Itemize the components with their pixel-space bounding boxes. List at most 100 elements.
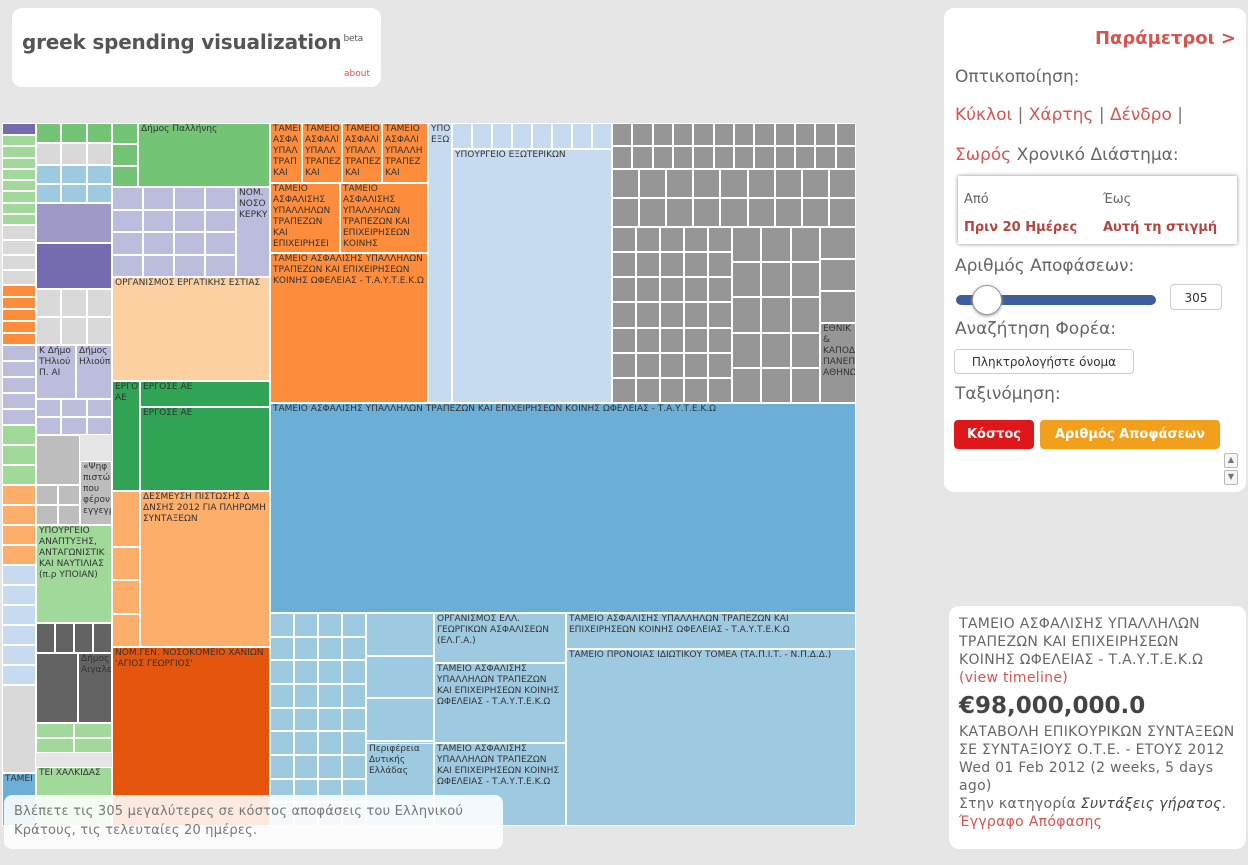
treemap-cell[interactable] (112, 144, 138, 166)
treemap-cell[interactable] (828, 198, 856, 227)
scroll-up-icon[interactable]: ▲ (1224, 453, 1238, 468)
treemap-cell[interactable] (74, 623, 93, 653)
treemap-cell[interactable] (2, 157, 36, 169)
treemap-cell[interactable]: Δήμος Αιγαλε (78, 653, 112, 723)
treemap-cell[interactable] (143, 254, 174, 277)
treemap-cell[interactable] (612, 198, 640, 227)
treemap-cell[interactable] (342, 684, 366, 708)
treemap-cell[interactable] (708, 227, 732, 253)
treemap-cell[interactable] (2, 425, 36, 445)
treemap-cell[interactable] (205, 254, 236, 277)
treemap-cell[interactable] (61, 399, 87, 417)
treemap-cell[interactable] (774, 198, 802, 227)
treemap-cell[interactable] (632, 146, 653, 169)
treemap-cell[interactable]: ΤΑΜΕΙΟ ΑΣΦΑΛΙΣΗΣ ΥΠΑΛΛΗΛΩΝ ΤΡΑΠΕΖΩΝ ΚΑΙ … (434, 663, 566, 743)
treemap-cell[interactable] (2, 191, 36, 203)
treemap-cell[interactable]: ΕΡΓΟΣΕ ΑΕ (140, 407, 270, 491)
treemap-cell[interactable] (86, 165, 112, 184)
treemap-cell[interactable] (660, 327, 684, 353)
view-timeline-link[interactable]: (view timeline) (959, 670, 1069, 686)
treemap-cell[interactable] (790, 332, 820, 368)
treemap-cell[interactable] (660, 227, 684, 253)
treemap-cell[interactable] (294, 636, 318, 661)
treemap-cell[interactable] (61, 143, 87, 165)
treemap-cell[interactable] (174, 187, 205, 210)
treemap-cell[interactable] (36, 243, 112, 289)
treemap-cell[interactable] (342, 636, 366, 661)
treemap-cell[interactable] (112, 613, 140, 647)
treemap-cell[interactable] (790, 262, 820, 298)
treemap-cell[interactable] (36, 184, 62, 203)
treemap-cell[interactable] (835, 123, 856, 146)
parameters-toggle[interactable]: Παράμετροι > (1094, 28, 1236, 49)
treemap-cell[interactable] (294, 684, 318, 708)
sort-count-button[interactable]: Αριθμός Αποφάσεων (1040, 420, 1220, 449)
treemap-cell[interactable] (684, 252, 708, 278)
count-input[interactable]: 305 (1170, 284, 1222, 310)
treemap-cell[interactable] (2, 361, 36, 377)
treemap-cell[interactable] (36, 289, 62, 317)
treemap-cell[interactable] (2, 545, 36, 565)
treemap-cell[interactable] (612, 327, 636, 353)
treemap-cell[interactable] (112, 547, 140, 581)
treemap-cell[interactable] (666, 198, 694, 227)
treemap-cell[interactable]: ΕΡΓΟ ΑΕ (112, 381, 140, 491)
treemap-cell[interactable] (452, 123, 472, 149)
treemap-cell[interactable] (673, 123, 694, 146)
treemap-cell[interactable] (660, 252, 684, 278)
treemap-cell[interactable] (86, 417, 112, 435)
treemap-cell[interactable] (666, 169, 694, 198)
treemap-cell[interactable] (713, 123, 734, 146)
treemap-cell[interactable] (2, 565, 36, 585)
treemap-cell[interactable] (732, 297, 762, 333)
treemap-cell[interactable] (36, 143, 62, 165)
treemap-cell[interactable] (74, 723, 112, 738)
treemap-cell[interactable]: ΥΠΟΥΡΓΕΙΟ ΑΝΑΠΤΥΞΗΣ, ΑΝΤΑΓΩΝΙΣΤΙΚ ΚΑΙ ΝΑ… (36, 525, 112, 623)
treemap-cell[interactable] (318, 613, 342, 637)
treemap-cell[interactable] (761, 227, 791, 263)
treemap-cell[interactable] (761, 332, 791, 368)
treemap-cell[interactable] (2, 445, 36, 465)
treemap-cell[interactable] (2, 168, 36, 180)
treemap-cell[interactable] (36, 738, 74, 753)
treemap-cell[interactable] (270, 731, 294, 755)
treemap-cell[interactable] (112, 123, 138, 145)
treemap-cell[interactable] (801, 169, 829, 198)
treemap-cell[interactable] (612, 277, 636, 303)
treemap-cell[interactable] (112, 165, 138, 187)
treemap-cell[interactable] (693, 198, 721, 227)
treemap-cell[interactable]: ΤΑΜΕΙΟ ΑΣΦΑΛΙΣΗΣ ΥΠΑΛΛΗΛΩΝ ΤΡΑΠΕΖΩΝ ΚΑΙ … (270, 253, 428, 403)
treemap-cell[interactable] (790, 367, 820, 403)
count-slider-track[interactable] (956, 295, 1156, 305)
treemap-cell[interactable] (270, 636, 294, 661)
treemap-cell[interactable] (294, 755, 318, 779)
treemap-cell[interactable] (2, 321, 36, 333)
treemap-cell[interactable] (815, 123, 836, 146)
treemap-cell[interactable] (612, 352, 636, 378)
treemap-cell[interactable] (612, 227, 636, 253)
treemap-cell[interactable] (174, 232, 205, 255)
treemap-cell[interactable] (342, 660, 366, 684)
treemap-cell[interactable] (205, 209, 236, 232)
treemap-cell[interactable] (93, 623, 112, 653)
treemap-cell[interactable] (205, 232, 236, 255)
treemap-cell[interactable] (294, 707, 318, 732)
treemap-cell[interactable] (708, 277, 732, 303)
treemap-cell[interactable] (74, 738, 112, 753)
treemap-cell[interactable] (36, 623, 55, 653)
treemap-cell[interactable] (828, 169, 856, 198)
search-input[interactable]: Πληκτρολογήστε όνομα (954, 349, 1134, 374)
treemap-cell[interactable] (2, 585, 36, 605)
treemap-cell[interactable] (2, 645, 36, 665)
treemap-cell[interactable] (612, 302, 636, 328)
treemap-cell[interactable] (61, 317, 87, 345)
treemap-cell[interactable] (2, 625, 36, 645)
treemap-cell[interactable] (112, 491, 140, 547)
treemap-cell[interactable]: ΤΑΜΕΙΟ ΑΣΦΑΛΙΣΗΣ ΥΠΑΛΛΗΛΩΝ ΤΡΑΠΕΖΩΝ ΚΑΙ … (340, 183, 428, 253)
treemap-cell[interactable] (2, 409, 36, 425)
treemap-cell[interactable] (270, 707, 294, 732)
view-circles-link[interactable]: Κύκλοι (955, 105, 1013, 125)
scroll-down-icon[interactable]: ▼ (1224, 470, 1238, 485)
treemap-cell[interactable] (36, 317, 62, 345)
treemap-cell[interactable] (36, 653, 78, 723)
